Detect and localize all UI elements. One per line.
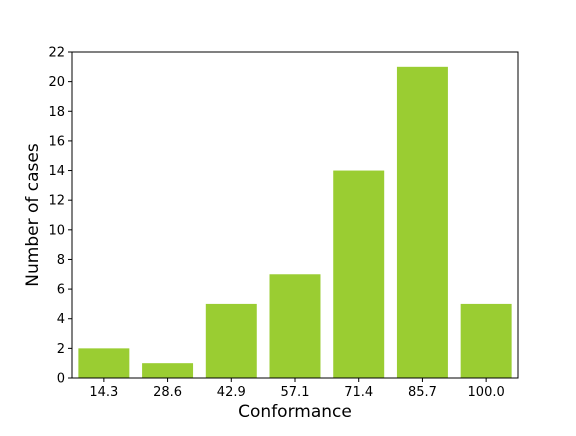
y-tick-label: 10 <box>48 223 65 238</box>
bars-group <box>78 66 512 378</box>
y-tick-label: 0 <box>57 372 65 387</box>
x-axis: 14.3 28.6 42.9 57.1 71.4 85.7 100.0 <box>89 378 505 400</box>
y-tick-label: 22 <box>48 46 65 61</box>
y-axis-label: Number of cases <box>23 143 43 287</box>
x-tick-label: 42.9 <box>217 385 246 400</box>
bar-57.1 <box>269 274 321 378</box>
x-tick-label: 28.6 <box>153 385 182 400</box>
y-tick-label: 14 <box>48 164 65 179</box>
bar-71.4 <box>333 170 385 378</box>
y-tick-label: 18 <box>48 105 65 120</box>
y-tick-label: 2 <box>57 342 65 357</box>
bar-14.3 <box>78 348 130 378</box>
bar-85.7 <box>396 66 448 378</box>
x-tick-label: 14.3 <box>89 385 118 400</box>
x-tick-label: 85.7 <box>408 385 437 400</box>
y-tick-label: 6 <box>57 283 65 298</box>
y-tick-label: 16 <box>48 134 65 149</box>
x-tick-label: 57.1 <box>281 385 310 400</box>
y-tick-label: 4 <box>57 312 65 327</box>
y-axis: 0 2 4 6 8 10 12 14 16 18 20 22 <box>48 46 72 387</box>
x-axis-label: Conformance <box>238 402 352 422</box>
x-tick-label: 100.0 <box>468 385 505 400</box>
bar-100.0 <box>460 303 512 378</box>
y-tick-label: 20 <box>48 75 65 90</box>
x-tick-label: 71.4 <box>344 385 373 400</box>
bar-42.9 <box>205 303 257 378</box>
y-tick-label: 12 <box>48 194 65 209</box>
bar-28.6 <box>142 363 194 378</box>
y-tick-label: 8 <box>57 253 65 268</box>
